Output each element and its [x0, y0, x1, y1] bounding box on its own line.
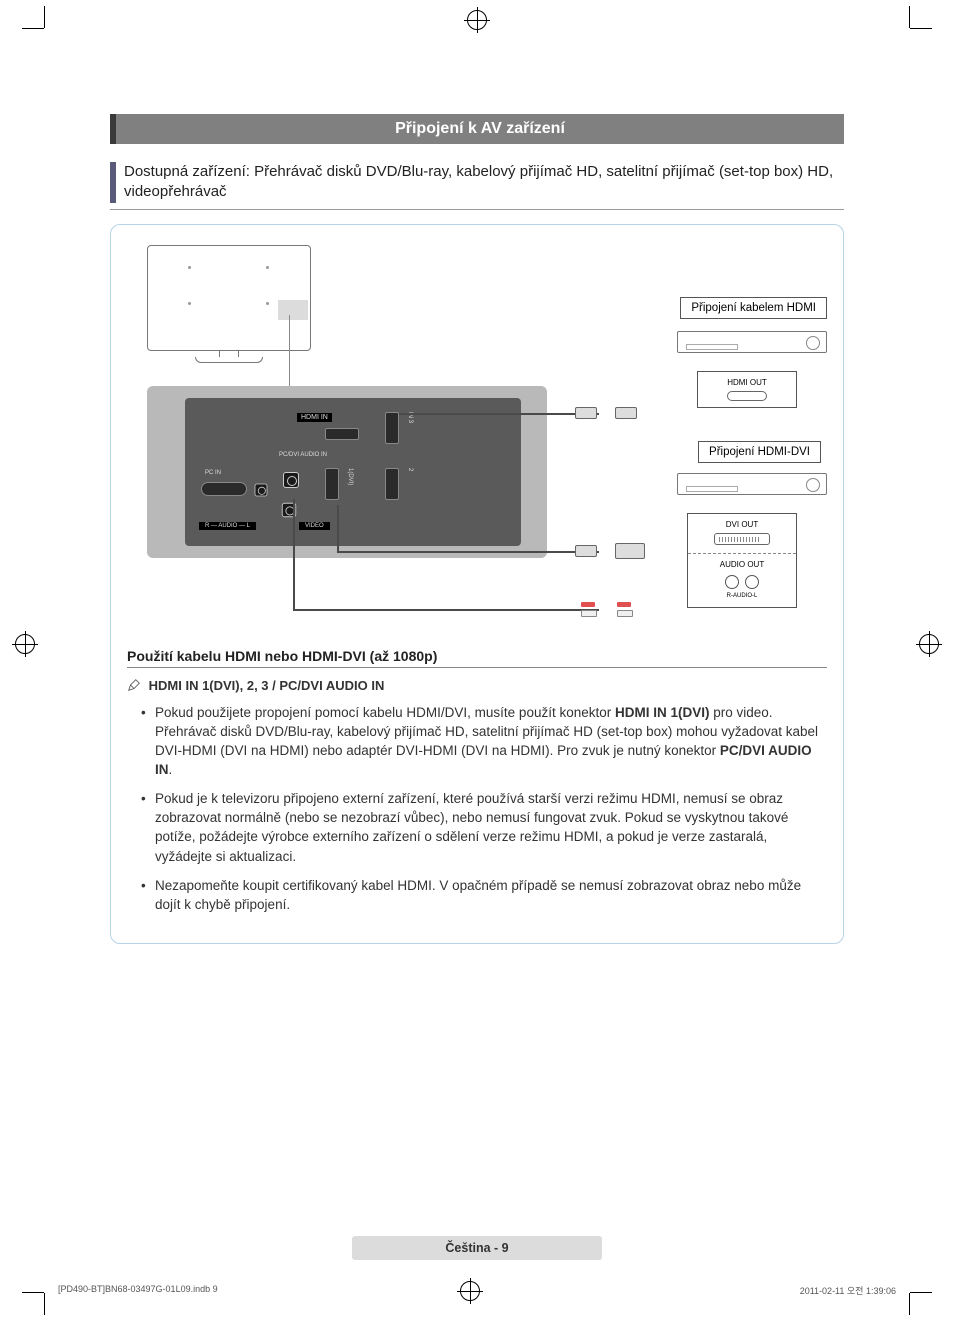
note-text: HDMI IN 1(DVI), 2, 3 / PC/DVI AUDIO IN: [149, 678, 385, 693]
cable-line: [337, 505, 339, 551]
audio-plug-icon: [617, 605, 643, 613]
crop-mark: [44, 1293, 45, 1315]
registration-mark-icon: [919, 634, 939, 654]
crop-mark: [909, 1293, 910, 1315]
dvi-plug-icon: [615, 543, 645, 559]
audio-port-icon: [255, 483, 268, 496]
crop-mark: [910, 1292, 932, 1293]
hdmi-slot-icon: [325, 468, 339, 500]
port-label: 1(DVI): [341, 468, 353, 485]
tv-stand-icon: [219, 351, 239, 357]
audio-jack-icon: [745, 575, 759, 589]
body-heading: Použití kabelu HDMI nebo HDMI-DVI (až 10…: [127, 648, 827, 668]
registration-mark-icon: [15, 634, 35, 654]
audio-plug-icon: [581, 605, 607, 613]
hdmi-plug-icon: [575, 545, 597, 557]
hdmi-slot-icon: [385, 412, 399, 444]
hdmi-plug-icon: [575, 407, 597, 419]
crop-mark: [22, 1292, 44, 1293]
doc-id: [PD490-BT]BN68-03497G-01L09.indb 9: [58, 1284, 218, 1294]
video-label: VIDEO: [299, 522, 330, 530]
connection-label: Připojení HDMI-DVI: [698, 441, 821, 463]
tv-stand-icon: [195, 357, 263, 363]
r-audio-l-label: R-AUDIO-L: [696, 593, 788, 599]
player-device-icon: [677, 331, 827, 353]
cable-line: [337, 551, 599, 553]
bullet-item: Pokud použijete propojení pomocí kabelu …: [155, 703, 827, 780]
hdmi-slot-icon: [325, 428, 359, 440]
page-footer: Čeština - 9: [352, 1236, 602, 1260]
section-title: Připojení k AV zařízení: [110, 114, 844, 144]
registration-mark-icon: [460, 1281, 480, 1301]
subtitle-text: Dostupná zařízení: Přehrávač disků DVD/B…: [124, 162, 844, 203]
subtitle-accent: [110, 162, 116, 203]
cable-line: [293, 499, 295, 609]
audio-out-label: AUDIO OUT: [696, 560, 788, 569]
cable-line: [293, 609, 599, 611]
audio-jack-icon: [725, 575, 739, 589]
callout-line: [289, 315, 290, 387]
vga-port-icon: [201, 482, 247, 496]
crop-mark: [910, 28, 932, 29]
note-icon: [127, 678, 141, 692]
dvi-port-icon: [714, 533, 770, 545]
tv-icon: [147, 245, 311, 351]
note-line: HDMI IN 1(DVI), 2, 3 / PC/DVI AUDIO IN: [127, 678, 827, 693]
hdmi-in-label: HDMI IN: [297, 413, 332, 422]
hdmi-port-icon: [727, 391, 767, 401]
cable-line: [399, 413, 599, 415]
pcin-label: PC IN: [205, 470, 221, 476]
pcdvi-label: PC/DVI AUDIO IN: [279, 452, 327, 458]
crop-mark: [22, 28, 44, 29]
audio-port-icon: [283, 472, 299, 488]
hdmi-slot-icon: [385, 468, 399, 500]
player-device-icon: [677, 473, 827, 495]
diagram-container: HDMI IN IN 3 1(DVI) 2 PC/DVI AUDIO IN PC…: [110, 224, 844, 944]
crop-mark: [44, 6, 45, 28]
crop-mark: [909, 6, 910, 28]
connection-label: Připojení kabelem HDMI: [680, 297, 827, 319]
audio-label: R — AUDIO — L: [199, 522, 256, 530]
port-label: 2: [401, 468, 413, 471]
tv-back-panel: HDMI IN IN 3 1(DVI) 2 PC/DVI AUDIO IN PC…: [147, 386, 547, 558]
dvi-out-label: DVI OUT: [696, 520, 788, 529]
print-date: 2011-02-11 오전 1:39:06: [800, 1284, 896, 1297]
registration-mark-icon: [467, 10, 487, 30]
bullet-item: Nezapomeňte koupit certifikovaný kabel H…: [155, 876, 827, 914]
bullet-item: Pokud je k televizoru připojeno externí …: [155, 789, 827, 866]
hdmi-out-label: HDMI OUT: [706, 378, 788, 387]
hdmi-plug-icon: [615, 407, 637, 419]
